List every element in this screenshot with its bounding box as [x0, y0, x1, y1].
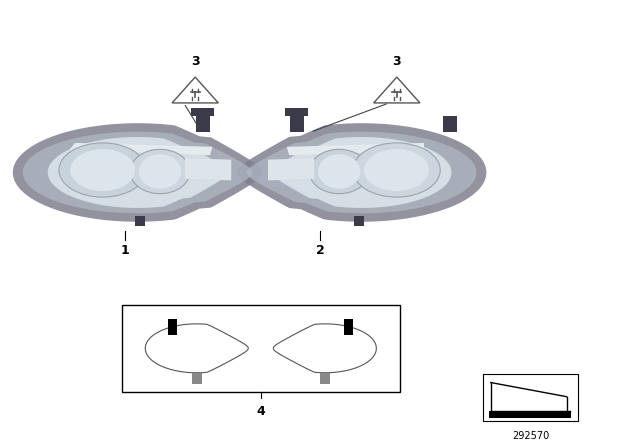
Text: 3: 3: [392, 55, 401, 68]
Polygon shape: [172, 77, 218, 103]
Ellipse shape: [364, 149, 429, 191]
Polygon shape: [268, 162, 314, 168]
Polygon shape: [247, 132, 476, 213]
Polygon shape: [374, 77, 420, 103]
Text: 292570: 292570: [512, 431, 549, 441]
Ellipse shape: [318, 154, 360, 189]
Ellipse shape: [309, 149, 369, 194]
Polygon shape: [191, 108, 214, 116]
Polygon shape: [320, 373, 330, 384]
Bar: [196, 116, 210, 132]
Bar: [135, 216, 145, 226]
Polygon shape: [344, 319, 353, 335]
Text: 2: 2: [316, 244, 324, 257]
Polygon shape: [168, 319, 177, 335]
Polygon shape: [268, 158, 314, 164]
Polygon shape: [185, 170, 231, 177]
Ellipse shape: [59, 143, 147, 197]
Polygon shape: [237, 123, 486, 222]
Bar: [122, 305, 400, 392]
Polygon shape: [69, 143, 212, 155]
Polygon shape: [285, 108, 308, 116]
Ellipse shape: [353, 143, 440, 197]
Bar: [489, 411, 572, 418]
Polygon shape: [48, 137, 227, 208]
Polygon shape: [23, 132, 252, 213]
Text: 1: 1: [120, 244, 129, 257]
Polygon shape: [272, 137, 451, 208]
Bar: [354, 216, 364, 226]
Polygon shape: [268, 166, 314, 172]
Text: 3: 3: [191, 55, 200, 68]
Bar: [291, 116, 305, 132]
Polygon shape: [185, 174, 231, 181]
Bar: [443, 116, 457, 132]
Polygon shape: [287, 143, 424, 155]
Polygon shape: [268, 170, 314, 177]
Ellipse shape: [139, 154, 181, 189]
Polygon shape: [191, 373, 202, 384]
Ellipse shape: [70, 149, 135, 191]
Polygon shape: [268, 174, 314, 181]
Polygon shape: [185, 162, 231, 168]
Polygon shape: [185, 158, 231, 164]
Polygon shape: [489, 411, 499, 418]
Text: 4: 4: [257, 405, 266, 418]
Polygon shape: [13, 123, 262, 222]
Ellipse shape: [130, 149, 190, 194]
Bar: [483, 374, 578, 421]
Polygon shape: [185, 166, 231, 172]
